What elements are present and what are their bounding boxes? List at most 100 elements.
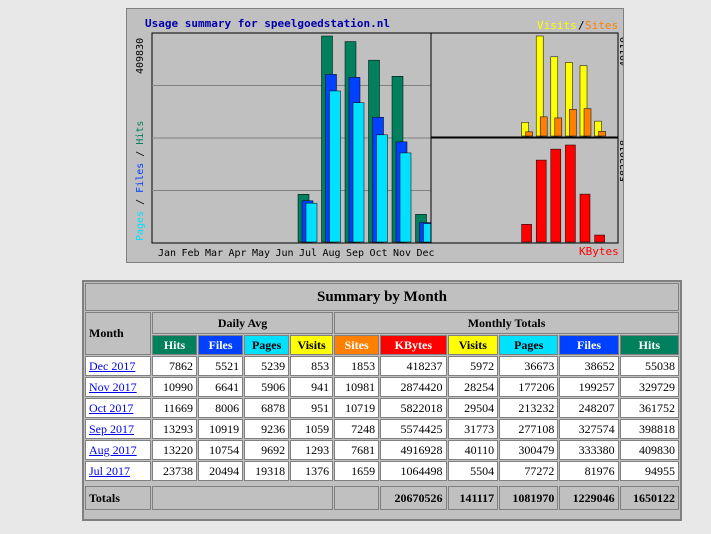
daily-value-cell: 20494 [198, 461, 244, 481]
usage-chart: Usage summary for speelgoedstation.nl Vis… [126, 8, 624, 263]
sites-bar [569, 109, 577, 137]
daily-value-cell: 6878 [244, 398, 290, 418]
total-files: 1229046 [559, 486, 619, 510]
month-rows: Dec 2017 7862 5521 5239 853 1853 418237 5972 366… [85, 356, 679, 481]
summary-table-container: Summary by Month Month Daily Avg Monthly… [82, 280, 682, 521]
monthly-value-cell: 94955 [619, 461, 679, 481]
summary-by-month-table: Summary by Month Month Daily Avg Monthly… [84, 282, 680, 511]
daily-value-cell: 23738 [152, 461, 198, 481]
monthly-value-cell: 5972 [447, 356, 499, 376]
monthly-value-cell: 1659 [334, 461, 380, 481]
daily-value-cell: 9236 [244, 419, 290, 439]
monthly-value-cell: 277108 [499, 419, 559, 439]
monthly-value-cell: 1853 [334, 356, 380, 376]
monthly-pages-header: Pages [499, 335, 559, 355]
table-row: Dec 2017 7862 5521 5239 853 1853 418237 5972 366… [85, 356, 679, 376]
table-row: Sep 2017 13293 10919 9236 1059 7248 5574425 317… [85, 419, 679, 439]
sites-bar [539, 116, 548, 137]
kbytes-bar [550, 148, 562, 243]
table-row: Nov 2017 10990 6641 5906 941 10981 2874420 2825… [85, 377, 679, 397]
month-link[interactable]: Dec 2017 [89, 358, 136, 373]
table-row: Oct 2017 11669 8006 6878 951 10719 5822018 2950… [85, 398, 679, 418]
month-tick-label: May [252, 248, 270, 259]
right-top-axis-max: 40110 [619, 37, 623, 67]
monthly-value-cell: 31773 [447, 419, 499, 439]
kbytes-label: KBytes [579, 245, 619, 258]
monthly-value-cell: 81976 [559, 461, 619, 481]
month-link[interactable]: Oct 2017 [89, 400, 134, 415]
daily-value-cell: 9692 [244, 440, 290, 460]
daily-value-cell: 1376 [290, 461, 334, 481]
monthly-value-cell: 29504 [447, 398, 499, 418]
totals-label: Totals [85, 486, 151, 510]
kbytes-bar [579, 193, 591, 243]
pages-bar [329, 90, 341, 243]
daily-value-cell: 1293 [290, 440, 334, 460]
monthly-value-cell: 199257 [559, 377, 619, 397]
totals-sites-blank [334, 486, 380, 510]
pages-bar [352, 102, 365, 243]
total-visits: 141117 [447, 486, 499, 510]
monthly-value-cell: 329729 [619, 377, 679, 397]
month-cell: Nov 2017 [85, 377, 151, 397]
month-cell: Sep 2017 [85, 419, 151, 439]
monthly-value-cell: 38652 [559, 356, 619, 376]
sites-bar [525, 131, 533, 137]
table-row: Jul 2017 23738 20494 19318 1376 1659 1064498 55… [85, 461, 679, 481]
totals-blank [152, 486, 334, 510]
month-tick-label: Nov [393, 248, 411, 259]
monthly-value-cell: 5822018 [380, 398, 447, 418]
daily-value-cell: 853 [290, 356, 334, 376]
monthly-value-cell: 418237 [380, 356, 447, 376]
kbytes-bar [521, 224, 532, 243]
monthly-value-cell: 213232 [499, 398, 559, 418]
monthly-value-cell: 398818 [619, 419, 679, 439]
daily-value-cell: 1059 [290, 419, 334, 439]
monthly-value-cell: 10981 [334, 377, 380, 397]
total-hits: 1650122 [619, 486, 679, 510]
summary-table-title: Summary by Month [85, 283, 679, 311]
daily-value-cell: 13293 [152, 419, 198, 439]
kbytes-bar [594, 234, 605, 243]
monthly-value-cell: 40110 [447, 440, 499, 460]
month-tick-label: Dec [416, 248, 434, 259]
monthly-value-cell: 55038 [619, 356, 679, 376]
month-link[interactable]: Nov 2017 [89, 379, 137, 394]
visits-bar [579, 65, 588, 137]
monthly-hits-header: Hits [619, 335, 679, 355]
monthly-value-cell: 177206 [499, 377, 559, 397]
pages-bar [399, 152, 412, 243]
month-link[interactable]: Jul 2017 [89, 463, 131, 478]
monthly-value-cell: 248207 [559, 398, 619, 418]
monthly-totals-header: Monthly Totals [334, 312, 679, 334]
kbytes-bar [565, 144, 576, 243]
month-tick-label: Mar [205, 248, 223, 259]
monthly-value-cell: 5504 [447, 461, 499, 481]
visits-bar [535, 35, 544, 137]
monthly-files-header: Files [559, 335, 619, 355]
daily-value-cell: 5906 [244, 377, 290, 397]
month-tick-label: Feb [181, 248, 199, 259]
monthly-sites-header: Sites [334, 335, 380, 355]
monthly-value-cell: 327574 [559, 419, 619, 439]
monthly-value-cell: 300479 [499, 440, 559, 460]
kbytes-bar [535, 159, 547, 243]
pages-bar [376, 134, 388, 243]
month-link[interactable]: Sep 2017 [89, 421, 134, 436]
month-tick-label: Aug [322, 248, 340, 259]
daily-value-cell: 8006 [198, 398, 244, 418]
visits-bar [550, 56, 559, 137]
daily-value-cell: 7862 [152, 356, 198, 376]
month-tick-label: Jan [158, 248, 176, 259]
daily-value-cell: 5239 [244, 356, 290, 376]
pages-bar [305, 202, 318, 243]
visits-bar [565, 62, 573, 137]
daily-value-cell: 11669 [152, 398, 198, 418]
daily-visits-header: Visits [290, 335, 334, 355]
daily-value-cell: 951 [290, 398, 334, 418]
visits-bar [594, 120, 602, 137]
total-pages: 1081970 [499, 486, 559, 510]
monthly-value-cell: 2874420 [380, 377, 447, 397]
sites-bar [598, 131, 606, 137]
month-link[interactable]: Aug 2017 [89, 442, 137, 457]
